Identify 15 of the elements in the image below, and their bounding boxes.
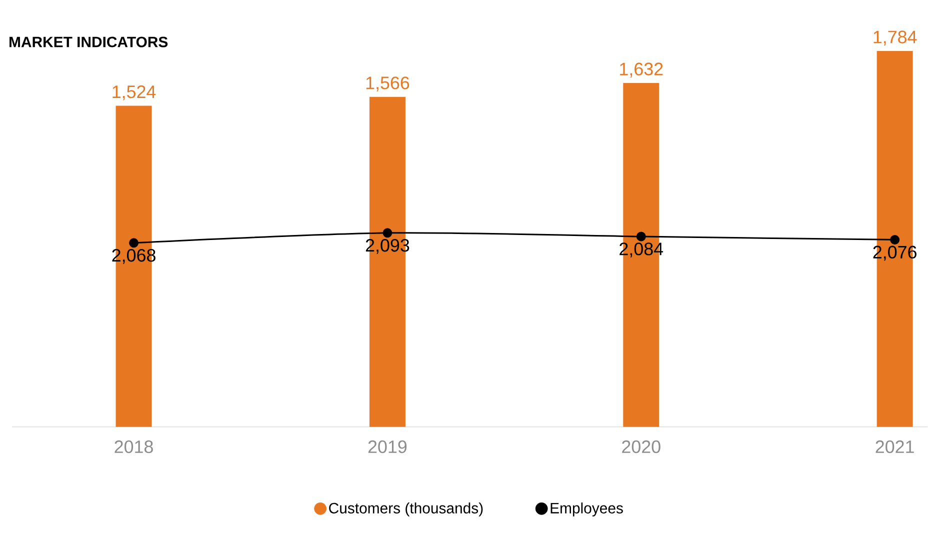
- data-label: 1,784: [874, 30, 917, 46]
- data-label: 1,632: [620, 62, 663, 78]
- point: [382, 228, 392, 238]
- point: [129, 238, 139, 248]
- x-tick-label: 2019: [368, 440, 407, 454]
- data-label: 1,566: [366, 76, 410, 92]
- point: [636, 232, 646, 242]
- data-label: 1,524: [112, 85, 156, 100]
- legend-label: Employees: [550, 502, 623, 516]
- chart-title: MARKET INDICATORS: [10, 36, 168, 48]
- point: [890, 235, 900, 245]
- x-tick-label: 2020: [622, 440, 660, 454]
- x-tick-label: 2018: [114, 440, 153, 454]
- legend-label: Customers (thousands): [329, 502, 483, 516]
- x-tick-label: 2021: [876, 440, 914, 454]
